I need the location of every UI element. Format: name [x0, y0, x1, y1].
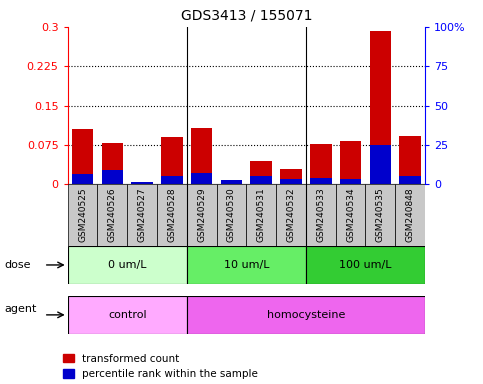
Text: control: control [108, 310, 146, 320]
Text: homocysteine: homocysteine [267, 310, 345, 320]
Bar [246, 184, 276, 246]
Text: GSM240530: GSM240530 [227, 187, 236, 242]
Bar [127, 184, 157, 246]
Bar [131, 182, 153, 184]
Bar [161, 175, 183, 184]
Bar [101, 170, 123, 184]
Bar [306, 184, 336, 246]
Bar [336, 184, 366, 246]
Bar [399, 177, 421, 184]
Text: GSM240528: GSM240528 [168, 187, 176, 242]
Bar [131, 183, 153, 184]
Bar [340, 141, 361, 184]
Text: GSM240534: GSM240534 [346, 187, 355, 242]
Text: GSM240531: GSM240531 [257, 187, 266, 242]
Bar [280, 169, 302, 184]
Text: agent: agent [5, 304, 37, 314]
Bar [101, 143, 123, 184]
Bar [68, 246, 187, 284]
Bar [221, 180, 242, 184]
Text: GSM240535: GSM240535 [376, 187, 385, 242]
Bar [72, 129, 93, 184]
Bar [187, 184, 216, 246]
Text: dose: dose [5, 260, 31, 270]
Text: GSM240529: GSM240529 [197, 187, 206, 242]
Text: GSM240532: GSM240532 [286, 187, 296, 242]
Text: 0 um/L: 0 um/L [108, 260, 146, 270]
Text: GSM240526: GSM240526 [108, 187, 117, 242]
Bar [399, 136, 421, 184]
Bar [191, 127, 213, 184]
Bar [310, 178, 331, 184]
Bar [310, 144, 331, 184]
Bar [191, 172, 213, 184]
Text: GSM240533: GSM240533 [316, 187, 325, 242]
Bar [157, 184, 187, 246]
Bar [306, 246, 425, 284]
Bar [98, 184, 127, 246]
Bar [187, 296, 425, 334]
Text: 100 um/L: 100 um/L [339, 260, 392, 270]
Bar [369, 145, 391, 184]
Bar [280, 179, 302, 184]
Bar [251, 177, 272, 184]
Bar [221, 180, 242, 184]
Bar [340, 179, 361, 184]
Bar [251, 161, 272, 184]
Text: GSM240525: GSM240525 [78, 187, 87, 242]
Bar [216, 184, 246, 246]
Bar [68, 296, 187, 334]
Bar [366, 184, 395, 246]
Bar [395, 184, 425, 246]
Text: GSM240527: GSM240527 [138, 187, 146, 242]
Text: GSM240848: GSM240848 [406, 187, 414, 242]
Bar [68, 184, 98, 246]
Bar [161, 137, 183, 184]
Legend: transformed count, percentile rank within the sample: transformed count, percentile rank withi… [63, 354, 258, 379]
Text: 10 um/L: 10 um/L [224, 260, 269, 270]
Bar [369, 31, 391, 184]
Title: GDS3413 / 155071: GDS3413 / 155071 [181, 9, 312, 23]
Bar [72, 174, 93, 184]
Bar [276, 184, 306, 246]
Bar [187, 246, 306, 284]
